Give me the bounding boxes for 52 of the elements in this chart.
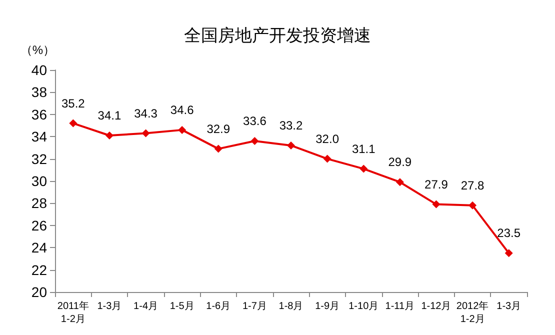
data-label: 34.6: [170, 102, 194, 117]
data-label: 23.5: [497, 226, 521, 240]
x-tick-label: 1-10月: [348, 301, 379, 312]
y-axis-title: （%）: [20, 43, 55, 57]
y-tick-label: 32: [31, 150, 48, 167]
x-tick-label: 1-5月: [170, 301, 194, 312]
point: [504, 249, 513, 258]
y-tick-label: 34: [31, 128, 48, 145]
y-tick-label: 24: [31, 240, 48, 256]
data-label: 27.9: [424, 177, 448, 192]
point: [323, 154, 332, 163]
x-tick-label: 1-4月: [134, 301, 158, 312]
data-label: 35.2: [61, 96, 86, 110]
y-tick-label: 28: [31, 195, 48, 212]
y-tick-label: 30: [31, 173, 48, 189]
point: [396, 178, 404, 186]
point: [105, 131, 114, 140]
x-tick-label: 2011年 1-2月: [57, 300, 89, 325]
data-label: 32.9: [206, 122, 230, 136]
y-tick-label: 40: [31, 62, 48, 78]
point: [468, 201, 477, 210]
data-label: 31.1: [352, 142, 376, 156]
data-label: 34.3: [134, 106, 158, 120]
y-tick-label: 38: [31, 84, 48, 100]
data-label: 27.8: [460, 178, 485, 192]
x-tick-label: 1-6月: [206, 301, 231, 312]
x-tick-label: 1-9月: [315, 301, 340, 312]
x-tick-label: 2012年 1-2月: [456, 300, 489, 325]
point: [142, 129, 150, 138]
data-label: 33.6: [243, 114, 267, 128]
data-label: 34.1: [98, 108, 122, 122]
x-tick-label: 1-3月: [97, 301, 122, 312]
point: [178, 126, 186, 134]
y-tick-label: 26: [31, 217, 48, 234]
x-tick-label: 1-12月: [421, 301, 452, 312]
point: [360, 164, 368, 173]
x-tick-label: 1-3月: [496, 301, 522, 312]
y-tick-label: 22: [31, 262, 48, 278]
x-tick-label: 1-7月: [242, 301, 267, 312]
data-label: 32.0: [316, 132, 340, 146]
y-tick-label: 36: [31, 106, 48, 122]
x-tick-label: 1-11月: [385, 301, 415, 312]
data-label: 29.9: [388, 155, 412, 170]
data-label: 33.2: [279, 118, 303, 132]
point: [250, 137, 259, 146]
point: [69, 119, 78, 128]
point: [214, 144, 222, 153]
x-tick-label: 1-8月: [278, 301, 304, 312]
chart-title: 全国房地产开发投资增速: [184, 26, 371, 45]
y-tick-label: 20: [31, 284, 48, 300]
point: [432, 200, 440, 208]
point: [287, 141, 295, 150]
